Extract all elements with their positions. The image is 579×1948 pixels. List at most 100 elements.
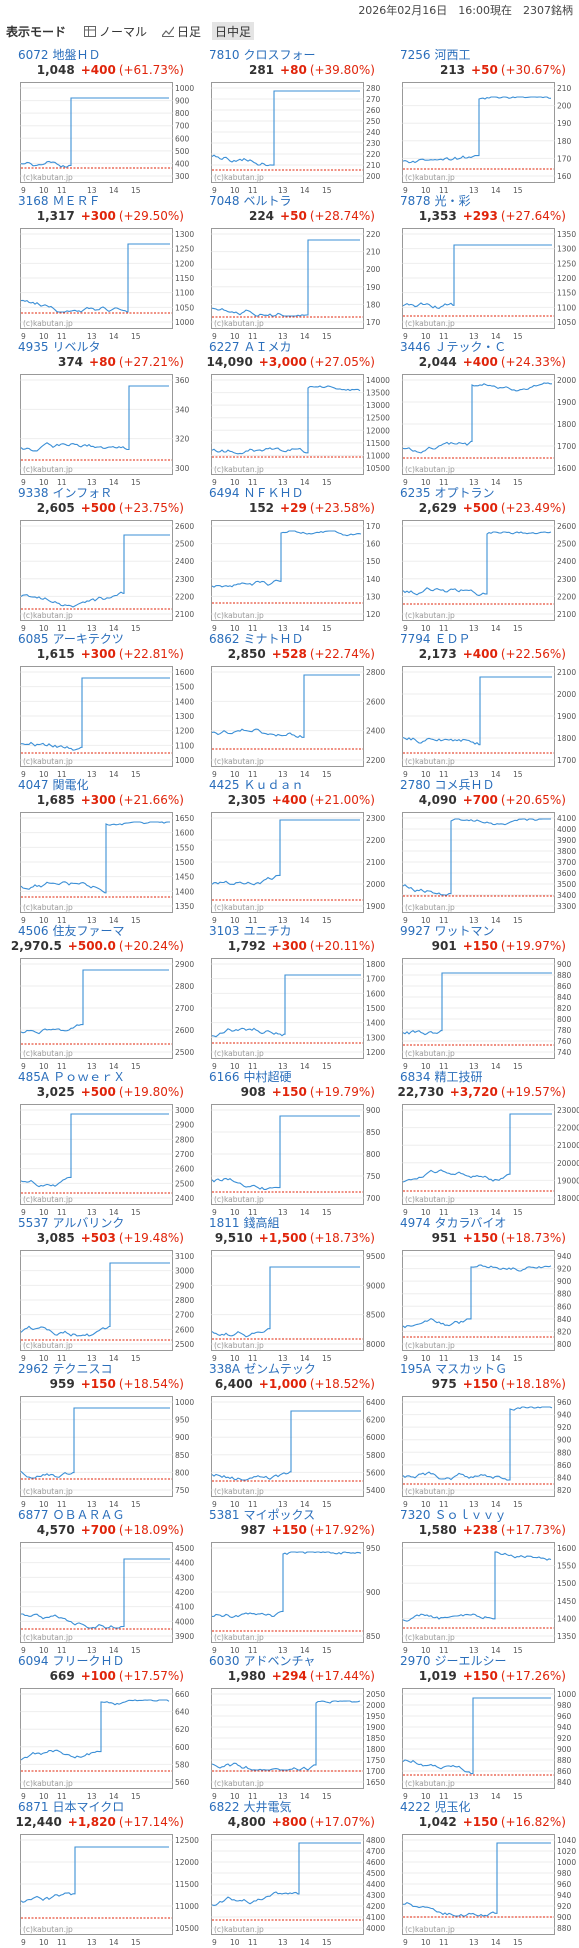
stock-name[interactable]: ＰｏｗｅｒＸ — [53, 1070, 126, 1084]
stock-name[interactable]: Ｊテック・Ｃ — [434, 340, 507, 354]
stock-link[interactable]: 9338 インフォＲ — [18, 484, 112, 501]
intraday-chart[interactable]: 1800 1700 1600 1500 1400 1300 1200 9 10 11 13 14 15 (… — [211, 958, 393, 1072]
stock-name[interactable]: ＡＩメカ — [243, 340, 292, 354]
stock-name[interactable]: クロスフォー — [243, 48, 316, 62]
stock-code[interactable]: 6235 — [400, 486, 431, 500]
stock-link[interactable]: 7048 ベルトラ — [209, 192, 292, 209]
stock-link[interactable]: 2780 コメ兵ＨＤ — [400, 776, 495, 793]
intraday-chart[interactable]: 2800 2600 2400 2200 9 10 11 13 14 15 (c)kabutan.jp — [211, 666, 393, 780]
stock-name[interactable]: コメ兵ＨＤ — [434, 778, 495, 792]
stock-code[interactable]: 3168 — [18, 194, 49, 208]
intraday-chart[interactable]: 960 940 920 900 880 860 840 820 9 10 11 13 14 15 (c)ka… — [402, 1396, 579, 1510]
stock-link[interactable]: 4425 Ｋｕｄａｎ — [209, 776, 304, 793]
stock-card[interactable]: 195A マスカットＧ 975 +150 (+18.18%) 960 940 920 900 88… — [382, 1358, 572, 1509]
stock-link[interactable]: 6227 ＡＩメカ — [209, 338, 292, 355]
stock-link[interactable]: 6862 ミナトＨＤ — [209, 630, 304, 647]
stock-code[interactable]: 4974 — [400, 1216, 431, 1230]
stock-code[interactable]: 2962 — [18, 1362, 49, 1376]
stock-name[interactable]: 児玉化 — [434, 1800, 471, 1814]
stock-name[interactable]: テクニスコ — [52, 1362, 113, 1376]
stock-name[interactable]: Ｓｏｌｖｖｙ — [434, 1508, 507, 1522]
stock-name[interactable]: ミナトＨＤ — [243, 632, 304, 646]
stock-card[interactable]: 4047 関電化 1,685 +300 (+21.66%) 1650 1600 1550 150… — [0, 774, 194, 925]
stock-card[interactable]: 4506 住友ファーマ 2,970.5 +500.0 (+20.24%) 2900 2800… — [0, 920, 194, 1071]
stock-card[interactable]: 3103 ユニチカ 1,792 +300 (+20.11%) 1800 1700 1600 15… — [191, 920, 385, 1071]
stock-card[interactable]: 6072 地盤ＨＤ 1,048 +400 (+61.73%) 1000 900 800 700 6… — [0, 44, 194, 195]
stock-name[interactable]: フリークＨＤ — [52, 1654, 125, 1668]
stock-name[interactable]: ジーエルシー — [434, 1654, 507, 1668]
stock-card[interactable]: 4425 Ｋｕｄａｎ 2,305 +400 (+21.00%) 2300 2200 2100 2… — [191, 774, 385, 925]
stock-code[interactable]: 4047 — [18, 778, 49, 792]
stock-link[interactable]: 2962 テクニスコ — [18, 1360, 113, 1377]
stock-link[interactable]: 7256 河西工 — [400, 46, 471, 63]
stock-code[interactable]: 6227 — [209, 340, 240, 354]
stock-link[interactable]: 6822 大井電気 — [209, 1798, 292, 1815]
stock-link[interactable]: 6871 日本マイクロ — [18, 1798, 124, 1815]
intraday-chart[interactable]: 1000 980 960 940 920 900 880 860 840 9 10 11 13 14 15 (… — [402, 1688, 579, 1802]
stock-card[interactable]: 5381 マイポックス 987 +150 (+17.92%) 950 900 850 9 10 11… — [191, 1504, 381, 1655]
stock-link[interactable]: 485A ＰｏｗｅｒＸ — [18, 1068, 125, 1085]
stock-card[interactable]: 9338 インフォＲ 2,605 +500 (+23.75%) 2600 2500 2400 2… — [0, 482, 194, 633]
stock-link[interactable]: 3446 Ｊテック・Ｃ — [400, 338, 506, 355]
stock-code[interactable]: 1811 — [209, 1216, 240, 1230]
stock-card[interactable]: 9927 ワットマン 901 +150 (+19.97%) 900 880 860 840 820… — [382, 920, 572, 1071]
stock-card[interactable]: 7256 河西工 213 +50 (+30.67%) 210 200 190 180 170 160… — [382, 44, 572, 195]
stock-card[interactable]: 7794 ＥＤＰ 2,173 +400 (+22.56%) 2100 2000 1900 180… — [382, 628, 576, 779]
intraday-chart[interactable]: 170 160 150 140 130 120 9 10 11 13 14 15 (c)kabutan.… — [211, 520, 393, 634]
intraday-chart[interactable]: 210 200 190 180 170 160 9 10 11 13 14 15 (c)kabutan.… — [402, 82, 579, 196]
stock-name[interactable]: ＮＦＫＨＤ — [243, 486, 304, 500]
intraday-chart[interactable]: 6400 6200 6000 5800 5600 5400 9 10 11 13 14 15 (c)ka… — [211, 1396, 393, 1510]
intraday-chart[interactable]: 1600 1500 1400 1300 1200 1100 1000 9 10 11 13 14 15 (… — [20, 666, 202, 780]
stock-code[interactable]: 7048 — [209, 194, 240, 208]
stock-code[interactable]: 6030 — [209, 1654, 240, 1668]
stock-code[interactable]: 6834 — [400, 1070, 431, 1084]
stock-card[interactable]: 6030 アドベンチャ 1,980 +294 (+17.44%) 2050 2000 1950… — [191, 1650, 385, 1801]
stock-card[interactable]: 2962 テクニスコ 959 +150 (+18.54%) 1000 950 900 850 80… — [0, 1358, 194, 1509]
stock-card[interactable]: 5537 アルバリンク 3,085 +503 (+19.48%) 3100 3000 2900… — [0, 1212, 194, 1363]
stock-card[interactable]: 1811 錢高組 9,510 +1,500 (+18.73%) 9500 9000 8500 8… — [191, 1212, 385, 1363]
stock-name[interactable]: アドベンチャ — [243, 1654, 316, 1668]
stock-card[interactable]: 6862 ミナトＨＤ 2,850 +528 (+22.74%) 2800 2600 2400 2… — [191, 628, 385, 779]
stock-link[interactable]: 3103 ユニチカ — [209, 922, 292, 939]
stock-name[interactable]: ＥＤＰ — [434, 632, 471, 646]
stock-card[interactable]: 7810 クロスフォー 281 +80 (+39.80%) 280 270 260 250 240… — [191, 44, 381, 195]
stock-name[interactable]: 住友ファーマ — [52, 924, 125, 938]
stock-link[interactable]: 3168 ＭＥＲＦ — [18, 192, 101, 209]
stock-code[interactable]: 4506 — [18, 924, 49, 938]
mode-intraday-button[interactable]: 日中足 — [212, 22, 255, 40]
intraday-chart[interactable]: 660 640 620 600 580 560 9 10 11 13 14 15 (c)kabutan.… — [20, 1688, 202, 1802]
stock-link[interactable]: 7320 Ｓｏｌｖｖｙ — [400, 1506, 507, 1523]
stock-link[interactable]: 1811 錢高組 — [209, 1214, 280, 1231]
stock-card[interactable]: 6235 オプトラン 2,629 +500 (+23.49%) 2600 2500 2400 2… — [382, 482, 576, 633]
stock-link[interactable]: 5537 アルバリンク — [18, 1214, 124, 1231]
stock-code[interactable]: 6072 — [18, 48, 49, 62]
stock-name[interactable]: ユニチカ — [243, 924, 292, 938]
stock-card[interactable]: 6085 アーキテクツ 1,615 +300 (+22.81%) 1600 1500 1400… — [0, 628, 194, 779]
stock-name[interactable]: 中村超硬 — [243, 1070, 292, 1084]
stock-name[interactable]: マイポックス — [243, 1508, 316, 1522]
stock-code[interactable]: 485A — [18, 1070, 50, 1084]
stock-name[interactable]: 精工技研 — [434, 1070, 483, 1084]
stock-code[interactable]: 6494 — [209, 486, 240, 500]
intraday-chart[interactable]: 2600 2500 2400 2300 2200 2100 9 10 11 13 14 15 (c)ka… — [402, 520, 579, 634]
stock-name[interactable]: アルバリンク — [52, 1216, 125, 1230]
stock-link[interactable]: 195A マスカットＧ — [400, 1360, 507, 1377]
stock-name[interactable]: 地盤ＨＤ — [52, 48, 101, 62]
stock-code[interactable]: 4222 — [400, 1800, 431, 1814]
stock-name[interactable]: インフォＲ — [52, 486, 113, 500]
stock-link[interactable]: 4047 関電化 — [18, 776, 89, 793]
stock-card[interactable]: 338A ゼンムテック 6,400 +1,000 (+18.52%) 6400 6200 60… — [191, 1358, 385, 1509]
intraday-chart[interactable]: 900 880 860 840 820 800 780 760 740 9 10 11 13 14 15 (c… — [402, 958, 579, 1072]
stock-link[interactable]: 4222 児玉化 — [400, 1798, 471, 1815]
stock-link[interactable]: 6030 アドベンチャ — [209, 1652, 315, 1669]
stock-card[interactable]: 485A ＰｏｗｅｒＸ 3,025 +500 (+19.80%) 3000 2900 2800… — [0, 1066, 194, 1217]
stock-card[interactable]: 2970 ジーエルシー 1,019 +150 (+17.26%) 1000 980 960 94… — [382, 1650, 576, 1801]
intraday-chart[interactable]: 2100 2000 1900 1800 1700 9 10 11 13 14 15 (c)kabuta… — [402, 666, 579, 780]
stock-code[interactable]: 2780 — [400, 778, 431, 792]
stock-code[interactable]: 7878 — [400, 194, 431, 208]
stock-card[interactable]: 7320 Ｓｏｌｖｖｙ 1,580 +238 (+17.73%) 1600 1550 1500… — [382, 1504, 576, 1655]
stock-link[interactable]: 7810 クロスフォー — [209, 46, 316, 63]
stock-code[interactable]: 7256 — [400, 48, 431, 62]
stock-card[interactable]: 6834 精工技研 22,730 +3,720 (+19.57%) 23000 22000 2… — [382, 1066, 579, 1217]
